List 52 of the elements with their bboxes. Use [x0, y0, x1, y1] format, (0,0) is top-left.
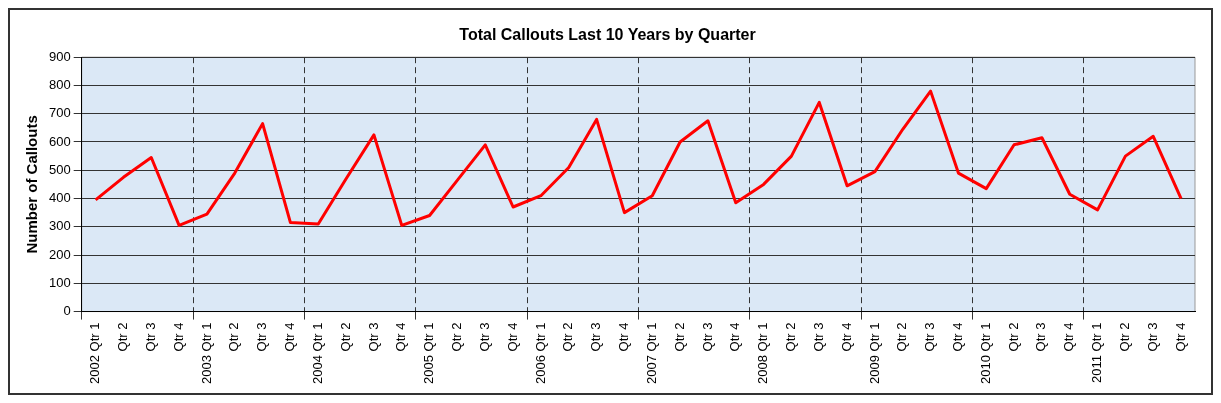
x-tick-label: Qtr 4	[838, 322, 854, 352]
x-tick-label: Qtr 4	[282, 322, 298, 352]
x-tick-label: Qtr 4	[1172, 322, 1188, 352]
x-tick-label: 2004 Qtr 1	[309, 322, 325, 385]
y-axis-title: Number of Callouts	[23, 115, 41, 254]
x-tick-label: 2002 Qtr 1	[87, 322, 103, 385]
x-tick-label: Qtr 4	[504, 322, 520, 352]
x-tick-label: Qtr 3	[142, 322, 158, 352]
y-tick-label: 900	[48, 48, 71, 64]
x-tick-label: Qtr 3	[254, 322, 270, 352]
x-tick-label: Qtr 3	[365, 322, 381, 352]
x-tick-label: Qtr 2	[1117, 322, 1132, 352]
x-tick-label: 2007 Qtr 1	[643, 322, 659, 385]
x-tick-label: Qtr 2	[894, 322, 910, 352]
y-tick-label: 500	[48, 161, 71, 177]
y-tick-label: 400	[48, 190, 71, 206]
x-tick-label: 2011 Qtr 1	[1089, 322, 1105, 384]
x-tick-label: Qtr 3	[588, 322, 604, 352]
x-tick-label: 2009 Qtr 1	[866, 322, 882, 385]
chart-title: Total Callouts Last 10 Years by Quarter	[459, 26, 756, 44]
x-tick-label: Qtr 2	[449, 322, 465, 352]
x-tick-label: Qtr 3	[1033, 322, 1049, 352]
y-tick-label: 300	[48, 218, 71, 234]
y-tick-label: 600	[48, 133, 71, 149]
x-tick-label: Qtr 2	[115, 322, 131, 352]
x-tick-label: Qtr 3	[1144, 322, 1160, 352]
x-tick-label: 2010 Qtr 1	[977, 322, 993, 385]
x-tick-label: 2005 Qtr 1	[421, 322, 437, 385]
x-tick-label: Qtr 4	[170, 322, 186, 352]
y-tick-label: 700	[48, 105, 71, 121]
y-tick-label: 0	[63, 303, 71, 319]
x-tick-label: 2006 Qtr 1	[532, 322, 548, 385]
y-tick-label: 200	[48, 246, 71, 262]
x-tick-label: Qtr 4	[616, 322, 632, 352]
x-tick-label: Qtr 3	[476, 322, 492, 352]
x-tick-label: Qtr 2	[1005, 322, 1021, 352]
x-tick-label: Qtr 2	[783, 322, 798, 352]
y-tick-label: 800	[48, 77, 71, 93]
x-tick-label: Qtr 3	[699, 322, 715, 352]
x-tick-label: Qtr 2	[226, 322, 242, 352]
x-tick-label: 2008 Qtr 1	[755, 322, 771, 385]
x-tick-label: Qtr 4	[1061, 322, 1077, 352]
x-tick-label: Qtr 2	[671, 322, 687, 352]
x-tick-label: Qtr 4	[393, 322, 409, 352]
x-tick-label: Qtr 2	[337, 322, 353, 352]
x-tick-label: Qtr 2	[560, 322, 576, 352]
x-tick-label: Qtr 3	[810, 322, 826, 352]
y-tick-label: 100	[48, 274, 71, 290]
x-tick-label: Qtr 3	[922, 322, 938, 352]
x-tick-label: Qtr 4	[950, 322, 965, 352]
x-tick-label: 2003 Qtr 1	[198, 322, 214, 385]
x-tick-label: Qtr 4	[727, 322, 743, 352]
